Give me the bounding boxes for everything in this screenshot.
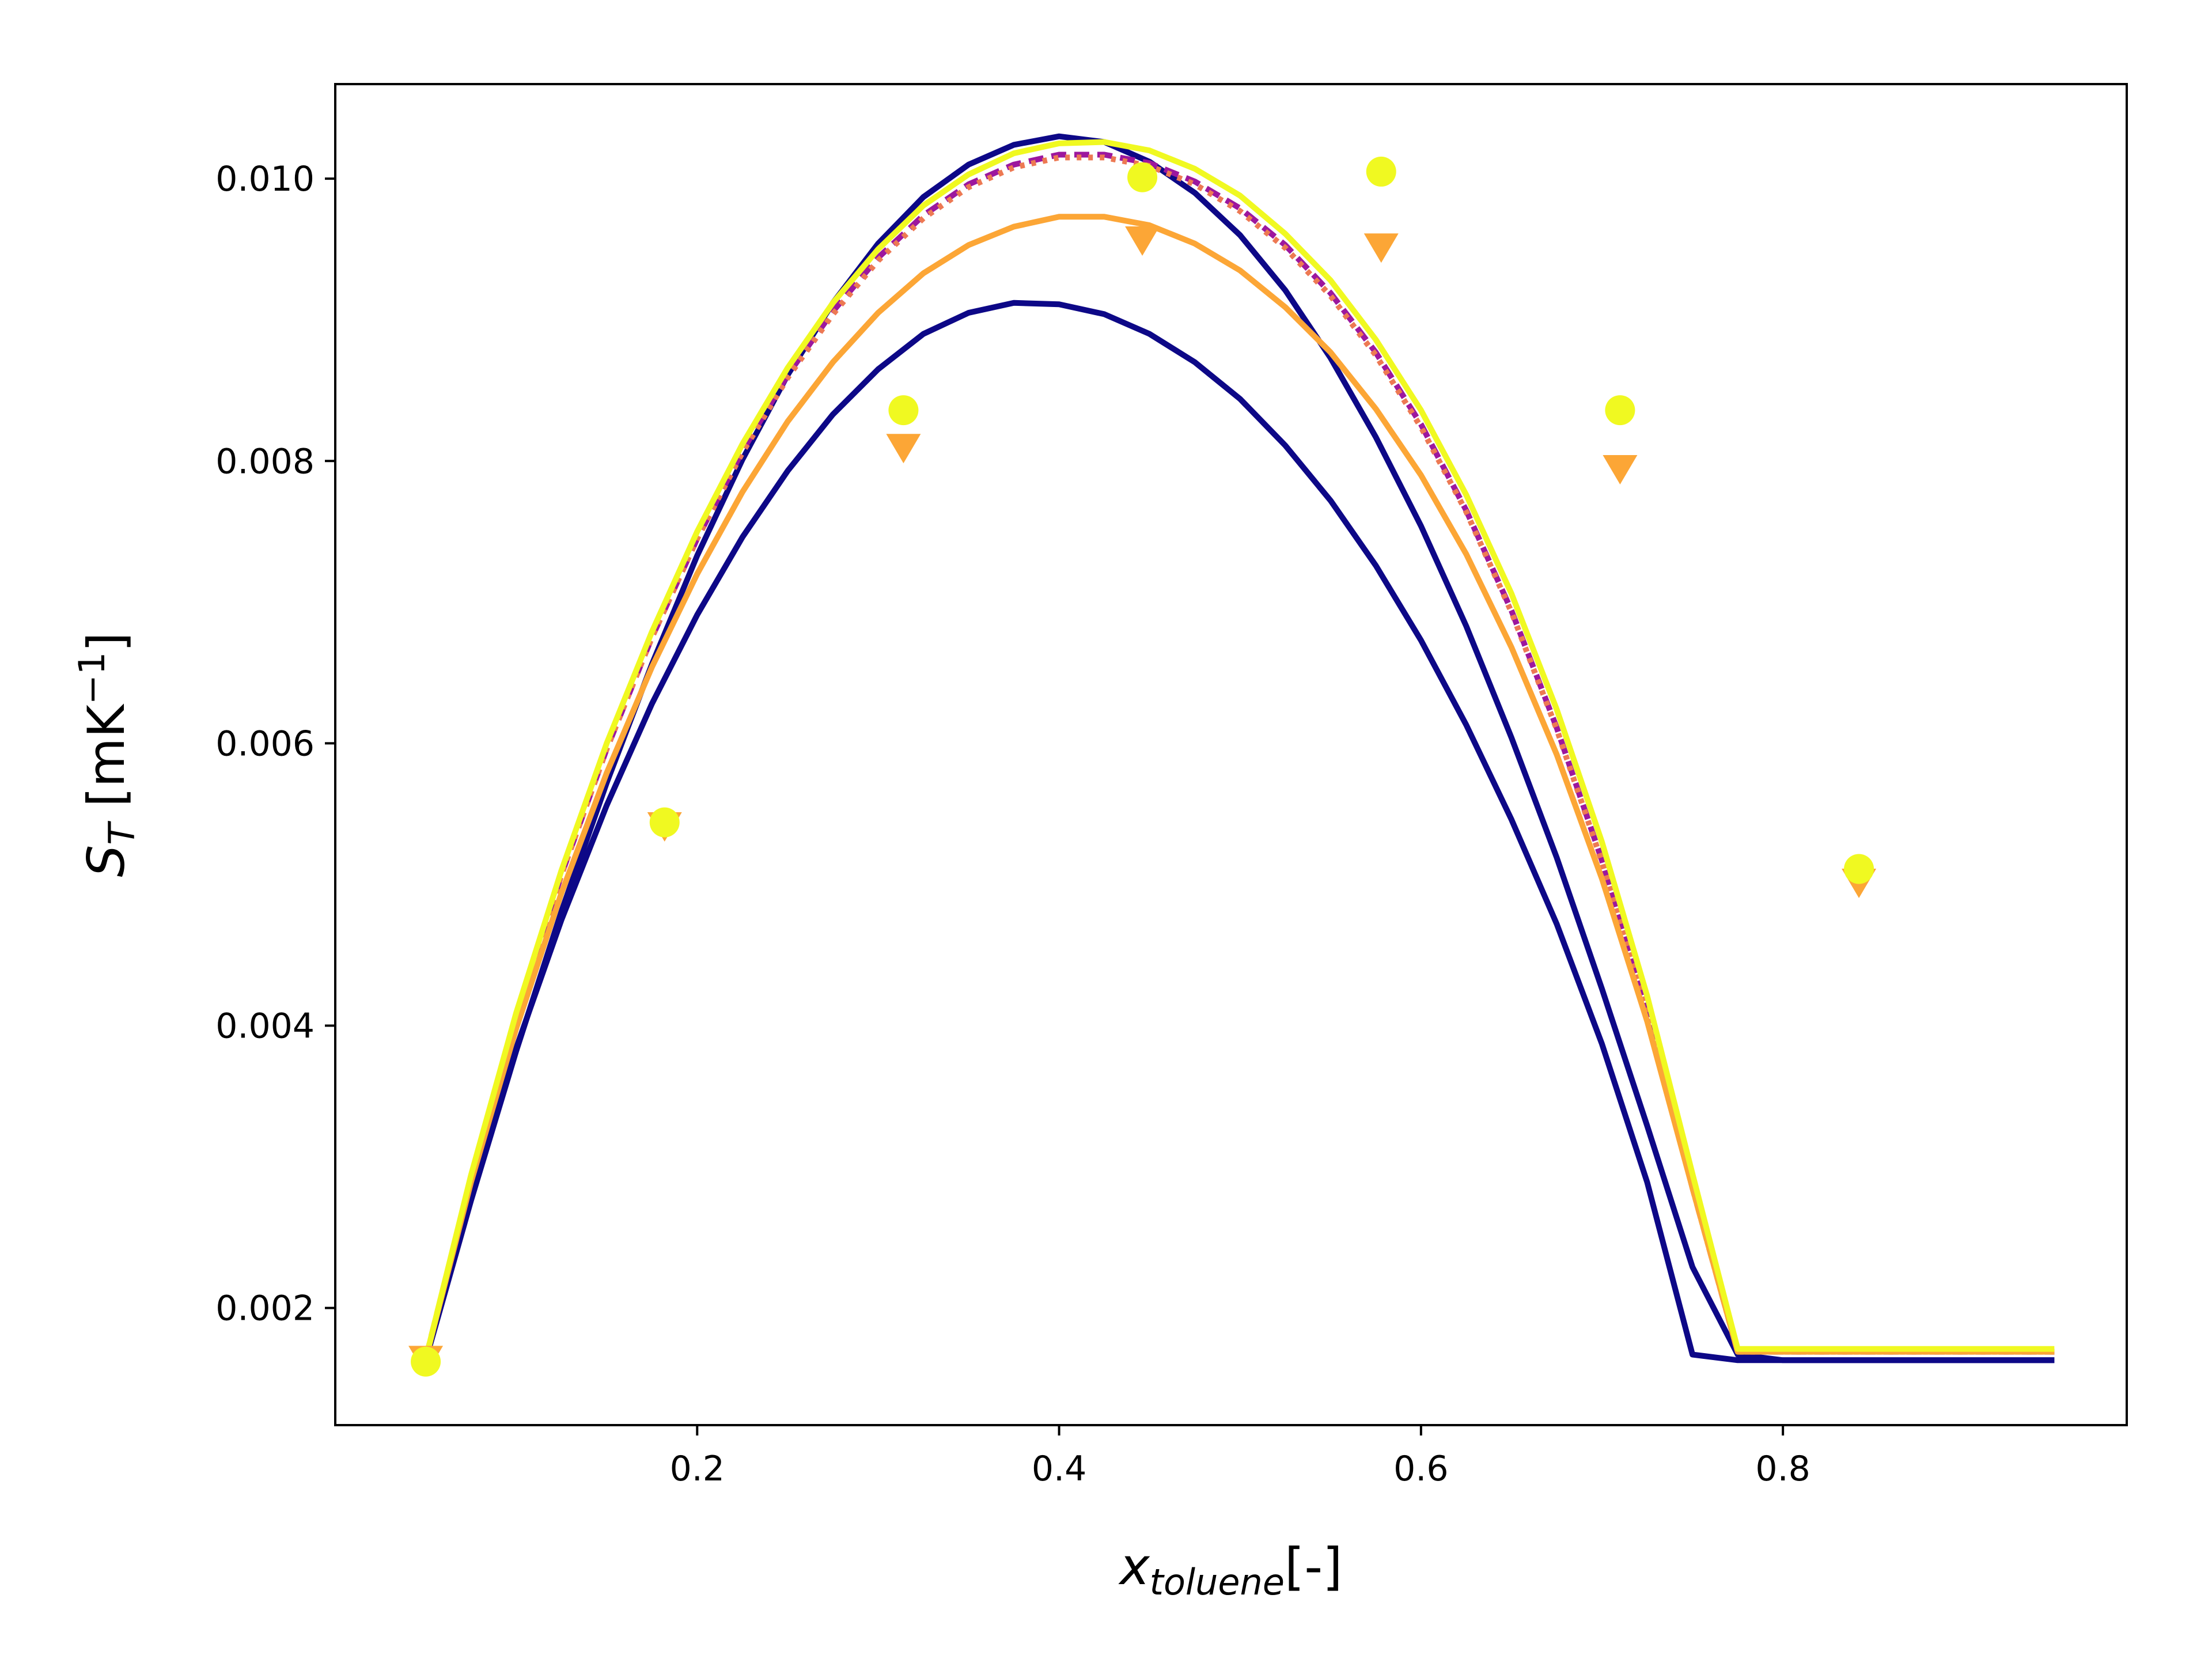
series-line-6 <box>423 139 2055 1359</box>
marker-circle <box>649 807 680 838</box>
x-tick-label: 0.8 <box>1755 1449 1810 1489</box>
marker-circle <box>411 1346 441 1377</box>
x-axis-label: xtoluene[-] <box>1118 1537 1343 1603</box>
marker-triangle-down <box>1125 226 1160 256</box>
marker-circle <box>1605 395 1635 426</box>
series-layer <box>423 133 2055 1363</box>
x-tick-label: 0.2 <box>670 1449 725 1489</box>
x-tick-label: 0.4 <box>1032 1449 1086 1489</box>
y-axis: 0.002 0.004 0.006 0.008 0.010 <box>215 159 335 1329</box>
marker-circle <box>1127 162 1158 192</box>
marker-triangle-down <box>1363 233 1399 263</box>
series-line-4 <box>423 154 2055 1360</box>
marker-triangle-down <box>886 434 921 464</box>
marker-layer <box>408 156 1877 1377</box>
y-tick-label: 0.004 <box>215 1006 315 1047</box>
marker-circle <box>1366 156 1396 187</box>
marker-circle <box>1844 854 1874 884</box>
y-tick-label: 0.002 <box>215 1289 315 1329</box>
y-tick-label: 0.008 <box>215 441 315 482</box>
plot-frame <box>334 83 2128 1426</box>
y-tick-label: 0.010 <box>215 159 315 199</box>
series-line-2 <box>423 300 2055 1363</box>
marker-triangle-down <box>1603 455 1638 485</box>
marker-circle <box>888 395 919 426</box>
y-axis-label: ST [mK−1] <box>71 632 143 877</box>
y-tick-label: 0.006 <box>215 724 315 764</box>
x-tick-label: 0.6 <box>1393 1449 1448 1489</box>
x-axis: 0.2 0.4 0.6 0.8 <box>670 1425 1810 1489</box>
